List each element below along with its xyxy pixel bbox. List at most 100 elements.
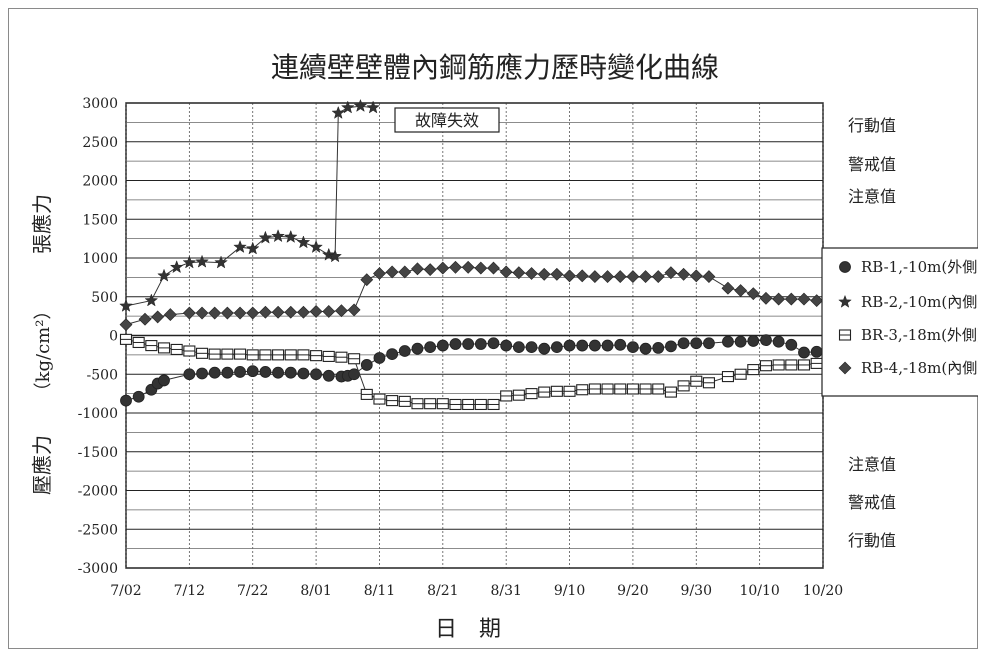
y-tick-label: -1000 [78, 406, 118, 422]
data-point [614, 338, 627, 351]
data-point [461, 260, 475, 274]
data-point [360, 388, 373, 400]
data-point [810, 357, 823, 369]
y-tick-label: 2000 [82, 174, 118, 190]
legend-entry: RB-1,-10m(外側) [861, 258, 983, 276]
data-point [525, 388, 538, 400]
data-point [411, 342, 424, 355]
data-point [462, 398, 475, 411]
y-axis-label: 張應力 （kg/cm²） 壓應力 [30, 194, 54, 495]
data-point [373, 352, 386, 364]
data-point [512, 341, 525, 354]
data-point [310, 368, 322, 381]
data-point [537, 267, 551, 281]
data-point [144, 293, 159, 307]
data-point [221, 348, 234, 360]
data-point [449, 260, 462, 274]
legend-marker [838, 329, 852, 341]
data-point [512, 389, 525, 401]
data-point [398, 345, 411, 357]
data-point [639, 342, 652, 355]
threshold-label-lower: 行動值 [848, 531, 896, 550]
legend: RB-1,-10m(外側) RB-2,-10m(內側) BR-3,-18m(外側) R… [821, 247, 983, 397]
data-point [487, 398, 500, 411]
y-tick-label: -500 [87, 367, 118, 383]
data-point [138, 312, 152, 326]
threshold-label-upper: 行動值 [848, 116, 896, 135]
threshold-label-lower: 警戒值 [848, 493, 896, 512]
threshold-label-upper: 警戒值 [848, 155, 896, 174]
data-point [760, 334, 772, 347]
data-point [652, 341, 665, 354]
data-point [702, 377, 715, 389]
data-point [271, 229, 285, 243]
x-tick-label: 9/10 [554, 583, 585, 599]
data-point [784, 292, 798, 306]
data-point [563, 339, 576, 352]
data-point [538, 342, 551, 355]
data-point [183, 345, 196, 357]
data-point [449, 398, 462, 411]
data-point [347, 303, 361, 317]
data-point [259, 366, 272, 378]
data-point [157, 342, 171, 354]
data-point [436, 398, 449, 410]
data-point [550, 385, 563, 397]
data-point [221, 366, 234, 379]
y-label-compression: 壓應力 [30, 435, 54, 495]
data-point [746, 287, 760, 301]
y-tick-label: 500 [91, 290, 118, 306]
data-point [563, 385, 576, 397]
data-point [208, 366, 221, 379]
x-tick-label: 8/21 [427, 583, 458, 599]
data-point [386, 348, 399, 361]
data-point [759, 291, 773, 305]
data-point [322, 305, 336, 318]
data-point [722, 335, 734, 348]
data-point [613, 270, 627, 284]
data-point [785, 359, 798, 371]
x-tick-label: 7/02 [110, 583, 141, 599]
data-point [373, 393, 386, 405]
y-tick-label: 1500 [82, 212, 118, 228]
data-point [538, 386, 551, 398]
data-point [423, 263, 437, 277]
data-point [664, 266, 678, 280]
legend-marker [838, 361, 852, 375]
y-tick-label: 3000 [82, 96, 118, 112]
data-point [348, 353, 361, 365]
y-tick-label: 1000 [82, 251, 118, 267]
data-point [424, 398, 437, 410]
data-point [132, 390, 145, 403]
data-point [297, 367, 310, 380]
data-point [283, 229, 298, 243]
data-point [360, 359, 373, 371]
data-point [335, 351, 348, 363]
series-4 [119, 260, 824, 332]
legend-entry: RB-4,-18m(內側) [861, 359, 983, 377]
data-point [500, 390, 513, 402]
data-point [119, 333, 133, 345]
data-point [797, 292, 811, 306]
data-point [785, 338, 798, 351]
data-point [398, 395, 411, 407]
y-tick-label: -2500 [78, 522, 118, 538]
series-layer [119, 98, 824, 411]
y-label-tension: 張應力 [30, 194, 54, 254]
data-point [145, 340, 158, 352]
threshold-label-lower: 注意值 [848, 455, 896, 474]
data-point [810, 294, 824, 308]
data-point [734, 368, 747, 380]
data-point [576, 384, 589, 396]
data-point [340, 100, 355, 114]
y-tick-label: 2500 [82, 135, 118, 151]
threshold-label-upper: 注意值 [848, 187, 896, 206]
data-point [195, 254, 209, 268]
data-point [576, 339, 589, 352]
data-point [234, 348, 247, 360]
data-point [335, 304, 348, 318]
data-point [690, 337, 703, 350]
data-point [296, 305, 310, 319]
data-point [525, 267, 538, 280]
